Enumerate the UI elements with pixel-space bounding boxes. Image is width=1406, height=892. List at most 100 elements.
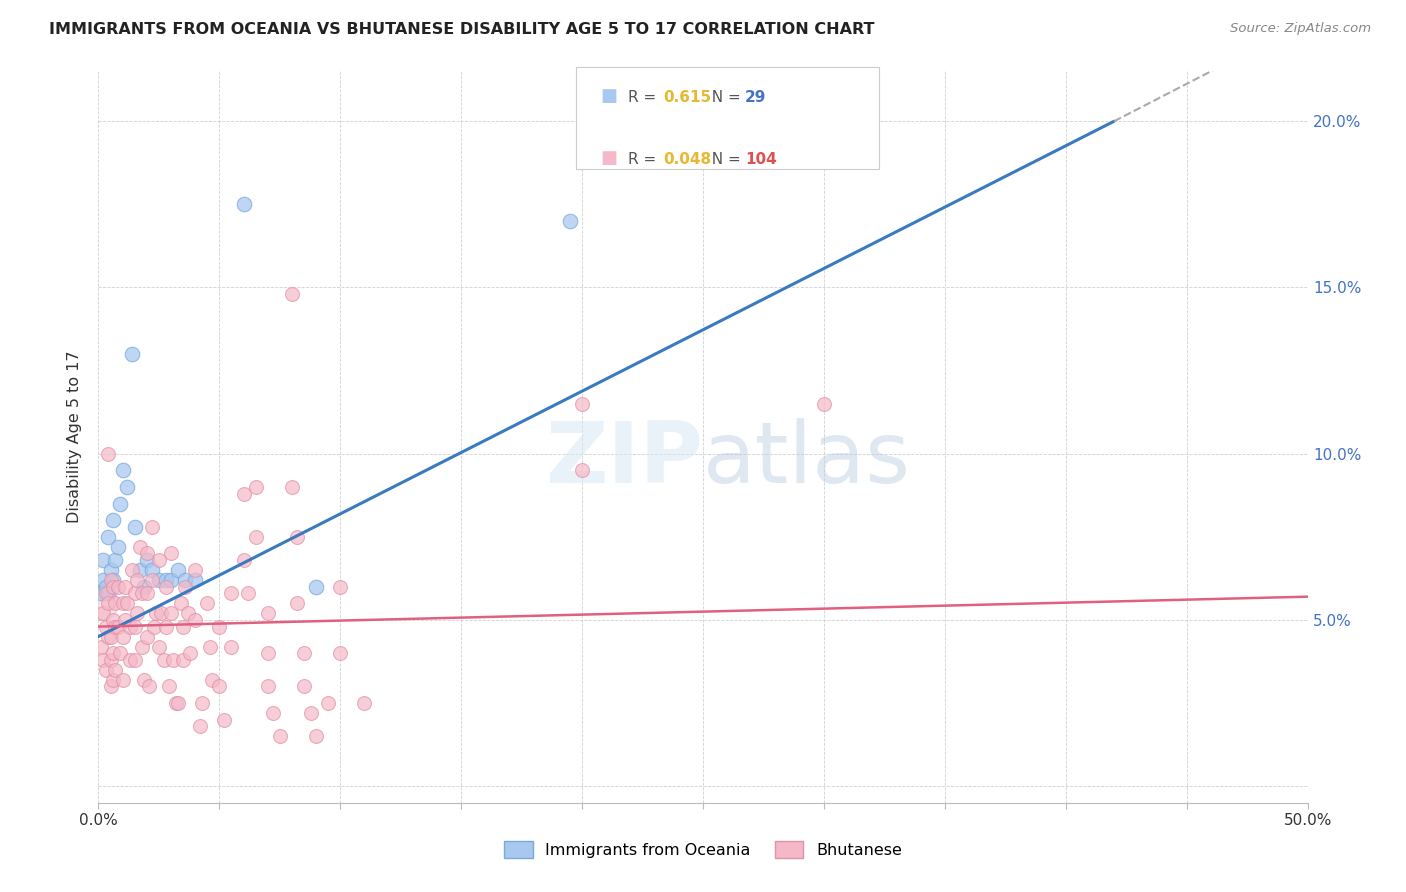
Point xyxy=(101,513,124,527)
Point xyxy=(131,586,153,600)
Point xyxy=(124,586,146,600)
Point xyxy=(107,540,129,554)
Point xyxy=(155,573,177,587)
Text: Source: ZipAtlas.com: Source: ZipAtlas.com xyxy=(1230,22,1371,36)
Point xyxy=(117,480,139,494)
Point xyxy=(141,563,163,577)
Point xyxy=(232,197,254,211)
Point xyxy=(167,696,190,710)
Text: R =: R = xyxy=(628,152,662,167)
Text: atlas: atlas xyxy=(703,417,911,500)
Point xyxy=(101,673,124,687)
Point xyxy=(292,680,315,694)
Point xyxy=(90,640,112,654)
Point xyxy=(165,696,187,710)
Point xyxy=(174,573,197,587)
Point xyxy=(177,607,200,621)
Point xyxy=(91,607,114,621)
Point xyxy=(114,613,136,627)
Point xyxy=(198,640,221,654)
Point xyxy=(94,586,117,600)
Point xyxy=(150,607,173,621)
Point xyxy=(201,673,224,687)
Point xyxy=(101,580,124,594)
Point xyxy=(121,563,143,577)
Point xyxy=(160,607,183,621)
Point xyxy=(127,573,149,587)
Point xyxy=(174,580,197,594)
Point xyxy=(292,646,315,660)
Point xyxy=(155,580,177,594)
Point xyxy=(104,619,127,633)
Point xyxy=(97,630,120,644)
Point xyxy=(128,563,150,577)
Point xyxy=(97,447,120,461)
Point xyxy=(94,663,117,677)
Point xyxy=(97,530,120,544)
Point xyxy=(131,640,153,654)
Point xyxy=(238,586,260,600)
Point xyxy=(135,586,157,600)
Point xyxy=(155,619,177,633)
Point xyxy=(184,563,207,577)
Text: IMMIGRANTS FROM OCEANIA VS BHUTANESE DISABILITY AGE 5 TO 17 CORRELATION CHART: IMMIGRANTS FROM OCEANIA VS BHUTANESE DIS… xyxy=(49,22,875,37)
Text: 29: 29 xyxy=(745,90,766,105)
Point xyxy=(299,706,322,720)
Point xyxy=(121,347,143,361)
Point xyxy=(104,553,127,567)
Point xyxy=(97,596,120,610)
Point xyxy=(571,397,593,411)
Point xyxy=(148,573,170,587)
Point xyxy=(184,573,207,587)
Point xyxy=(160,573,183,587)
Text: 104: 104 xyxy=(745,152,778,167)
Point xyxy=(195,596,218,610)
Point xyxy=(124,653,146,667)
Point xyxy=(191,696,214,710)
Point xyxy=(208,680,231,694)
Point xyxy=(141,520,163,534)
Point xyxy=(169,596,191,610)
Text: 0.048: 0.048 xyxy=(664,152,711,167)
Point xyxy=(269,729,291,743)
Text: N =: N = xyxy=(702,90,745,105)
Point xyxy=(128,540,150,554)
Point xyxy=(101,646,124,660)
Point xyxy=(101,613,124,627)
Point xyxy=(134,580,156,594)
Point xyxy=(160,546,183,560)
Point xyxy=(100,653,122,667)
Point xyxy=(104,596,127,610)
Point xyxy=(305,729,328,743)
Point xyxy=(90,586,112,600)
Point xyxy=(107,580,129,594)
Point xyxy=(148,553,170,567)
Point xyxy=(221,586,243,600)
Point xyxy=(114,580,136,594)
Point xyxy=(329,580,352,594)
Point xyxy=(353,696,375,710)
Point xyxy=(157,680,180,694)
Point xyxy=(135,630,157,644)
Point xyxy=(135,546,157,560)
Point xyxy=(111,673,134,687)
Point xyxy=(148,640,170,654)
Point xyxy=(571,463,593,477)
Point xyxy=(212,713,235,727)
Point xyxy=(316,696,339,710)
Point xyxy=(108,497,131,511)
Point xyxy=(245,480,267,494)
Legend: Immigrants from Oceania, Bhutanese: Immigrants from Oceania, Bhutanese xyxy=(498,835,908,864)
Point xyxy=(221,640,243,654)
Point xyxy=(329,646,352,660)
Point xyxy=(100,680,122,694)
Point xyxy=(256,680,278,694)
Point xyxy=(108,646,131,660)
Text: N =: N = xyxy=(702,152,745,167)
Point xyxy=(107,619,129,633)
Point xyxy=(232,486,254,500)
Point xyxy=(118,619,141,633)
Point xyxy=(91,553,114,567)
Point xyxy=(256,607,278,621)
Point xyxy=(285,530,308,544)
